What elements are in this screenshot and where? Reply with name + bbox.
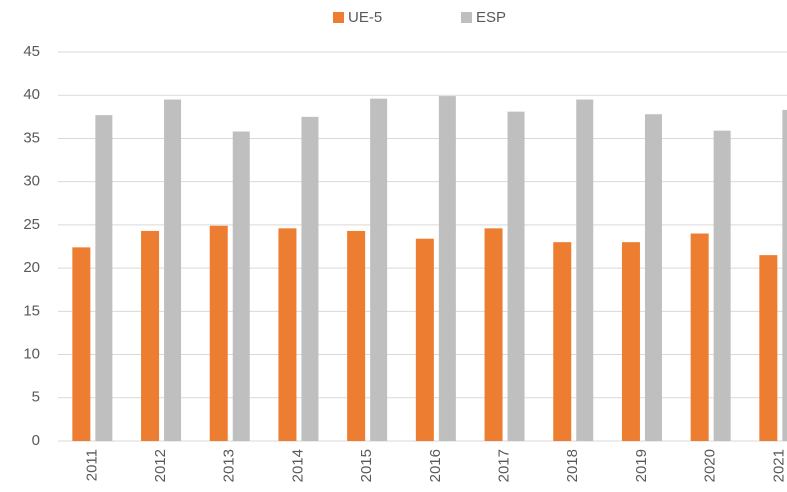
legend-swatch	[333, 12, 344, 23]
x-tick-label: 2020	[702, 449, 719, 482]
bar	[209, 225, 228, 441]
x-tick-label: 2011	[83, 449, 100, 481]
bar	[72, 247, 91, 441]
y-tick-label: 0	[32, 432, 40, 449]
legend-label: ESP	[476, 9, 506, 26]
bar	[759, 255, 778, 441]
bar	[644, 114, 662, 442]
bar	[576, 99, 594, 442]
bar	[141, 230, 160, 441]
legend-label: UE-5	[348, 9, 382, 26]
bar	[507, 111, 525, 441]
bar	[370, 98, 388, 442]
y-tick-label: 15	[23, 302, 40, 319]
bar	[484, 228, 503, 441]
x-tick-label: 2016	[427, 449, 444, 482]
x-tick-label: 2017	[496, 449, 513, 482]
bar	[278, 228, 297, 441]
bar	[164, 99, 182, 442]
bar	[782, 109, 787, 441]
bar	[713, 130, 731, 442]
y-tick-label: 20	[23, 259, 40, 276]
bar	[553, 242, 572, 441]
y-tick-label: 40	[23, 86, 40, 103]
x-tick-label: 2013	[221, 449, 238, 482]
bar	[347, 230, 366, 441]
y-tick-label: 25	[23, 216, 40, 233]
y-tick-label: 30	[23, 173, 40, 190]
x-tick-label: 2014	[289, 449, 306, 482]
y-tick-label: 45	[23, 43, 40, 60]
legend-swatch	[461, 12, 472, 23]
x-tick-label: 2015	[358, 449, 375, 482]
bar	[95, 115, 113, 442]
x-tick-label: 2019	[633, 449, 650, 482]
x-tick-label: 2018	[564, 449, 581, 482]
y-tick-label: 5	[32, 389, 40, 406]
y-tick-label: 10	[23, 346, 40, 363]
y-tick-label: 35	[23, 129, 40, 146]
x-tick-label: 2012	[152, 449, 169, 482]
bar	[415, 238, 434, 441]
bar	[301, 116, 319, 441]
bar	[438, 96, 456, 441]
bar	[690, 233, 709, 441]
x-tick-label: 2021	[770, 449, 787, 482]
bar	[621, 242, 640, 441]
bar	[232, 131, 250, 442]
